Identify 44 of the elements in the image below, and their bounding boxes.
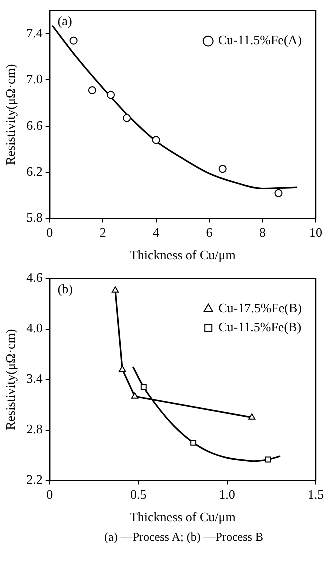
x-tick-label: 0.5 [130,487,147,502]
point [70,36,78,45]
x-tick-label: 0 [46,225,54,240]
point [218,165,227,174]
x-tick-label: 1.5 [308,487,324,502]
y-axis-title: Resistivity(μΩ·cm) [3,64,18,166]
x-tick-label: 0 [46,487,54,502]
point [265,456,272,463]
point [274,189,283,198]
y-tick-label: 6.2 [26,164,43,179]
x-axis-title: Thickness of Cu/μm [130,510,236,525]
y-tick-label: 4.6 [26,270,44,286]
text: (a) —Process A; (b) —Process B [104,530,264,545]
x-tick-label: 10 [310,225,322,240]
y-tick-label: 2.8 [26,422,43,437]
point [123,114,132,122]
x-tick-label: 4 [153,225,160,240]
y-axis-title: Resistivity(μΩ·cm) [3,329,18,430]
legend-label: Cu-11.5%Fe(B) [218,320,302,335]
y-tick-label: 2.2 [26,472,43,488]
y-tick-label: 6.6 [26,118,44,133]
x-tick-label: 2 [100,225,106,240]
point [107,91,116,100]
point [112,286,120,293]
y-tick-label: 3.4 [26,371,44,386]
legend-label: Cu-11.5%Fe(A) [218,32,302,48]
x-tick-label: 1.0 [219,487,236,502]
y-tick-label: 4.0 [26,320,43,336]
point [140,384,147,390]
chart-title: (b) [58,282,74,297]
y-tick-label: 5.8 [26,210,43,226]
x-tick-label: 6 [206,225,214,240]
point [119,366,126,372]
point [88,86,96,95]
x-axis-title: Thickness of Cu/μm [130,248,236,263]
legend-label: Cu-17.5%Fe(B) [218,300,302,316]
y-tick-label: 7.4 [26,25,44,40]
point [190,440,197,446]
x-tick-label: 8 [260,225,266,240]
point [152,136,160,144]
point [131,392,139,399]
point [248,414,256,420]
y-tick-label: 7.0 [26,72,43,87]
chart-title: (a) [58,14,72,29]
